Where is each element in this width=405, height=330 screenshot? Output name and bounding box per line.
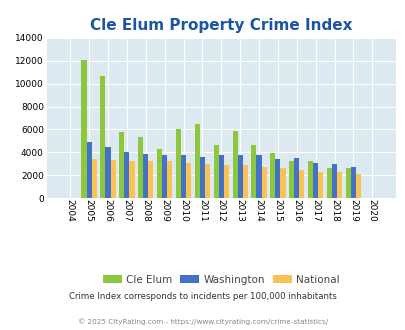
Bar xyxy=(331,164,336,198)
Bar xyxy=(355,174,360,198)
Bar xyxy=(213,146,218,198)
Bar xyxy=(237,155,242,198)
Bar xyxy=(175,129,181,198)
Bar xyxy=(270,153,275,198)
Title: Cle Elum Property Crime Index: Cle Elum Property Crime Index xyxy=(90,17,352,33)
Bar xyxy=(157,149,162,198)
Bar xyxy=(194,124,199,198)
Bar xyxy=(185,163,191,198)
Bar xyxy=(294,158,298,198)
Bar xyxy=(261,167,266,198)
Bar xyxy=(251,146,256,198)
Bar xyxy=(148,161,153,198)
Bar xyxy=(100,76,105,198)
Bar xyxy=(256,155,261,198)
Bar xyxy=(143,154,148,198)
Bar xyxy=(288,161,294,198)
Bar xyxy=(105,147,110,198)
Bar xyxy=(318,172,322,198)
Bar xyxy=(181,155,185,198)
Bar xyxy=(242,165,247,198)
Bar xyxy=(232,131,237,198)
Bar xyxy=(205,164,209,198)
Bar xyxy=(167,161,172,198)
Bar xyxy=(199,157,205,198)
Bar xyxy=(92,158,96,198)
Bar xyxy=(326,168,331,198)
Bar xyxy=(81,60,86,198)
Bar xyxy=(336,172,341,198)
Text: Crime Index corresponds to incidents per 100,000 inhabitants: Crime Index corresponds to incidents per… xyxy=(69,292,336,301)
Legend: Cle Elum, Washington, National: Cle Elum, Washington, National xyxy=(98,270,343,289)
Bar xyxy=(298,170,304,198)
Bar xyxy=(280,168,285,198)
Text: © 2025 CityRating.com - https://www.cityrating.com/crime-statistics/: © 2025 CityRating.com - https://www.city… xyxy=(78,318,327,325)
Bar xyxy=(138,137,143,198)
Bar xyxy=(162,154,167,198)
Bar xyxy=(110,160,115,198)
Bar xyxy=(307,161,312,198)
Bar xyxy=(275,158,280,198)
Bar xyxy=(119,132,124,198)
Bar xyxy=(345,168,350,198)
Bar xyxy=(86,142,92,198)
Bar xyxy=(129,161,134,198)
Bar xyxy=(350,167,355,198)
Bar xyxy=(223,165,228,198)
Bar xyxy=(124,152,129,198)
Bar xyxy=(312,163,318,198)
Bar xyxy=(218,154,223,198)
